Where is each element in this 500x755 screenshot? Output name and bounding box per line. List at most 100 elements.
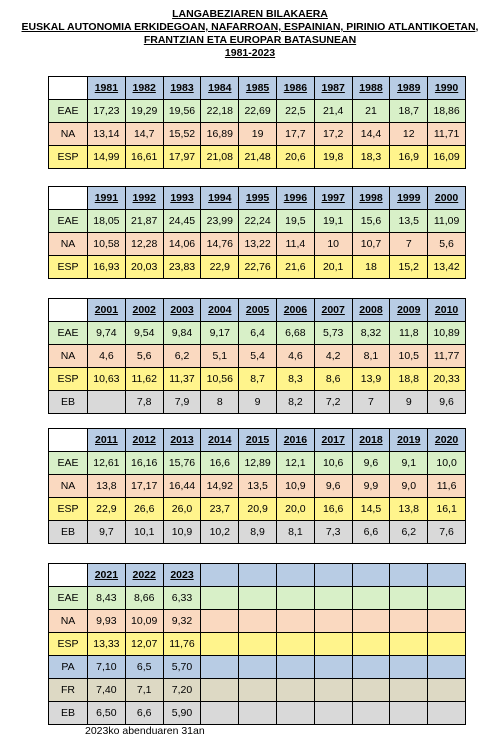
unemployment-table: 2001 2002 2003 2004 2005 2006 2007 2008 2009 2010… [48,298,466,414]
rate-cell: 10,2 [200,520,240,544]
rate-cell: 20,9 [238,497,277,521]
rate-cell: 9 [389,390,429,414]
rate-cell [238,701,277,725]
rate-cell: 12 [389,122,429,146]
doc-period: 1981-2023 [224,47,276,59]
rate-cell: 6,6 [351,520,391,544]
rate-cell: 17,7 [275,122,315,146]
rate-cell [351,586,391,610]
table-row: NA 13,8 17,17 16,44 14,92 13,5 10,9 9,6 9,9 9,0 11… [48,474,466,498]
rate-cell: 22,24 [238,209,277,233]
rate-cell: 9 [238,390,277,414]
table-row: EAE 18,05 21,87 24,45 23,99 22,24 19,5 19,1 15,6… [48,209,466,233]
rate-cell: 8,7 [238,367,277,391]
rate-cell [275,609,315,633]
year-header: 1984 [200,76,240,100]
region-label: EAE [48,586,88,610]
corner-cell [48,428,88,452]
rate-cell: 13,8 [389,497,429,521]
table-row: EAE 12,61 16,16 15,76 16,6 12,89 12,1 10,6 9,6 9,… [48,451,466,475]
rate-cell: 13,8 [87,474,126,498]
rate-cell: 13,5 [238,474,277,498]
rate-cell [313,632,353,656]
rate-cell: 8,43 [87,586,126,610]
rate-cell: 20,1 [313,255,353,279]
rate-cell: 8,6 [313,367,353,391]
rate-cell: 18 [351,255,391,279]
year-header: 1983 [162,76,202,100]
year-header-row: 2011 2012 2013 2014 2015 2016 2017 2018 2019 2020 [48,428,466,452]
region-label: EAE [48,321,88,345]
rate-cell: 10,58 [87,232,126,256]
rate-cell: 7,3 [313,520,353,544]
doc-subtitle-1: EUSKAL AUTONOMIA ERKIDEGOAN, NAFARROAN, … [21,21,479,33]
rate-cell: 5,4 [238,344,277,368]
rate-cell: 4,6 [275,344,315,368]
rate-cell: 20,03 [124,255,164,279]
year-header-row: 1991 1992 1993 1994 1995 1996 1997 1998 1999 2000 [48,186,466,210]
rate-cell: 21,08 [200,145,240,169]
rate-cell: 17,23 [87,99,126,123]
rate-cell: 13,33 [87,632,126,656]
region-label: ESP [48,632,88,656]
rate-cell: 8,66 [124,586,164,610]
rate-cell: 8 [200,390,240,414]
rate-cell: 20,33 [427,367,466,391]
table-row: ESP 10,63 11,62 11,37 10,56 8,7 8,3 8,6 13,9 18,8… [48,367,466,391]
year-header: 1981 [87,76,126,100]
rate-cell: 6,2 [162,344,202,368]
rate-cell: 23,83 [162,255,202,279]
year-header: 2015 [238,428,277,452]
rate-cell: 7,6 [427,520,466,544]
rate-cell: 11,76 [162,632,202,656]
region-label: EAE [48,99,88,123]
rate-cell: 16,9 [389,145,429,169]
rate-cell: 6,2 [389,520,429,544]
rate-cell: 10,56 [200,367,240,391]
rate-cell: 26,6 [124,497,164,521]
rate-cell [427,701,466,725]
rate-cell: 22,5 [275,99,315,123]
year-header: 1992 [124,186,164,210]
year-header: 1985 [238,76,277,100]
rate-cell: 16,93 [87,255,126,279]
rate-cell: 12,61 [87,451,126,475]
rate-cell [238,586,277,610]
year-header: 2014 [200,428,240,452]
rate-cell: 16,1 [427,497,466,521]
rate-cell: 16,09 [427,145,466,169]
year-header [313,563,353,587]
unemployment-table: 2021 2022 2023 EAE 8,43 8,66 6,33 NA 9,93 10,09 9,… [48,563,466,725]
region-label: ESP [48,145,88,169]
region-label: NA [48,122,88,146]
rate-cell [351,655,391,679]
region-label: NA [48,344,88,368]
year-header: 2019 [389,428,429,452]
unemployment-table: 1991 1992 1993 1994 1995 1996 1997 1998 1999 2000… [48,186,466,279]
year-header: 1998 [351,186,391,210]
rate-cell [427,586,466,610]
region-label: NA [48,474,88,498]
table-row: EAE 9,74 9,54 9,84 9,17 6,4 6,68 5,73 8,32 11,8 10… [48,321,466,345]
rate-cell: 14,06 [162,232,202,256]
rate-cell: 22,69 [238,99,277,123]
rate-cell: 8,1 [351,344,391,368]
rate-cell: 24,45 [162,209,202,233]
rate-cell: 13,42 [427,255,466,279]
rate-cell: 5,73 [313,321,353,345]
rate-cell: 7,20 [162,678,202,702]
rate-cell: 10 [313,232,353,256]
rate-cell: 22,9 [87,497,126,521]
rate-cell: 10,89 [427,321,466,345]
region-label: PA [48,655,88,679]
rate-cell: 7,40 [87,678,126,702]
year-header-row: 2021 2022 2023 [48,563,466,587]
rate-cell: 11,6 [427,474,466,498]
corner-cell [48,186,88,210]
table-row: EAE 17,23 19,29 19,56 22,18 22,69 22,5 21,4 21 18… [48,99,466,123]
rate-cell: 15,76 [162,451,202,475]
rate-cell [313,586,353,610]
rate-cell: 6,6 [124,701,164,725]
rate-cell: 9,0 [389,474,429,498]
rate-cell: 6,68 [275,321,315,345]
